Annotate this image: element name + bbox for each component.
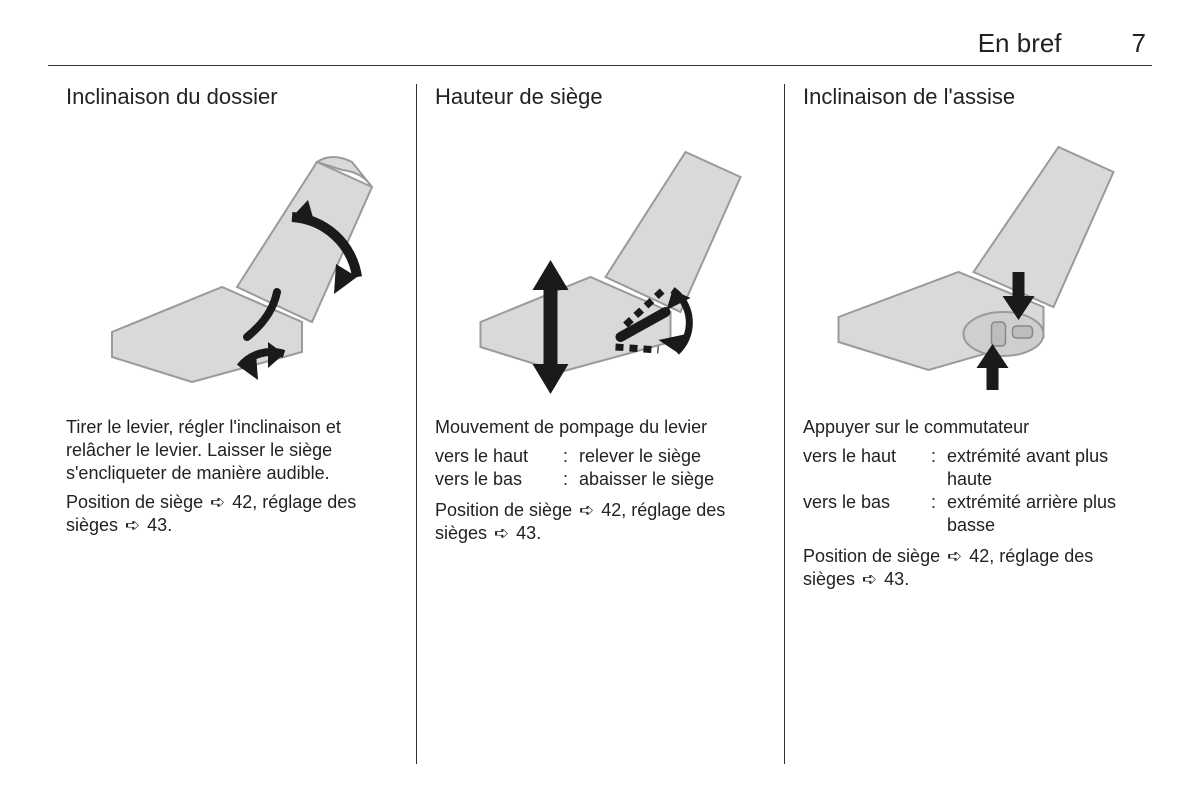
definition-desc: relever le siège: [579, 445, 766, 468]
definition-row: vers le haut : extrémité avant plus haut…: [803, 445, 1134, 491]
definition-list: vers le haut : extrémité avant plus haut…: [803, 445, 1134, 537]
column-seat-height: Hauteur de siège: [416, 84, 784, 764]
definition-list: vers le haut : relever le siège vers le …: [435, 445, 766, 491]
definition-colon: :: [931, 445, 947, 468]
section-text: Appuyer sur le commutateur vers le haut …: [803, 416, 1134, 597]
seat-height-illustration: [435, 122, 766, 402]
paragraph: Tirer le levier, régler l'inclinaison et…: [66, 416, 398, 485]
definition-desc: extrémité avant plus haute: [947, 445, 1134, 491]
definition-row: vers le bas : extrémité arrière plus bas…: [803, 491, 1134, 537]
chapter-title: En bref: [978, 28, 1062, 59]
xref-arrow-icon: ➪: [862, 568, 877, 591]
cross-reference: Position de siège ➪ 42, réglage des sièg…: [435, 499, 766, 545]
definition-term: vers le bas: [803, 491, 931, 514]
definition-row: vers le bas : abaisser le siège: [435, 468, 766, 491]
xref-arrow-icon: ➪: [947, 545, 962, 568]
column-cushion-tilt: Inclinaison de l'assise: [784, 84, 1152, 764]
definition-term: vers le bas: [435, 468, 563, 491]
paragraph: Mouvement de pompage du levier: [435, 416, 766, 439]
xref-arrow-icon: ➪: [125, 514, 140, 537]
definition-term: vers le haut: [435, 445, 563, 468]
section-heading: Hauteur de siège: [435, 84, 766, 110]
definition-term: vers le haut: [803, 445, 931, 468]
definition-desc: abaisser le siège: [579, 468, 766, 491]
section-heading: Inclinaison de l'assise: [803, 84, 1134, 110]
cross-reference: Position de siège ➪ 42, réglage des sièg…: [66, 491, 398, 537]
page-header: En bref 7: [48, 28, 1152, 66]
xref-arrow-icon: ➪: [579, 499, 594, 522]
xref-arrow-icon: ➪: [494, 522, 509, 545]
manual-page: En bref 7 Inclinaison du dossier: [0, 0, 1200, 802]
page-number: 7: [1132, 28, 1146, 59]
section-text: Tirer le levier, régler l'inclinaison et…: [66, 416, 398, 543]
seat-cushion-tilt-illustration: [803, 122, 1134, 402]
definition-colon: :: [563, 468, 579, 491]
definition-colon: :: [563, 445, 579, 468]
content-columns: Inclinaison du dossier: [48, 84, 1152, 764]
cross-reference: Position de siège ➪ 42, réglage des sièg…: [803, 545, 1134, 591]
xref-arrow-icon: ➪: [210, 491, 225, 514]
section-heading: Inclinaison du dossier: [66, 84, 398, 110]
definition-desc: extrémité arrière plus basse: [947, 491, 1134, 537]
definition-row: vers le haut : relever le siège: [435, 445, 766, 468]
seat-backrest-tilt-illustration: [66, 122, 398, 402]
paragraph: Appuyer sur le commutateur: [803, 416, 1134, 439]
column-backrest-tilt: Inclinaison du dossier: [48, 84, 416, 764]
definition-colon: :: [931, 491, 947, 514]
section-text: Mouvement de pompage du levier vers le h…: [435, 416, 766, 551]
